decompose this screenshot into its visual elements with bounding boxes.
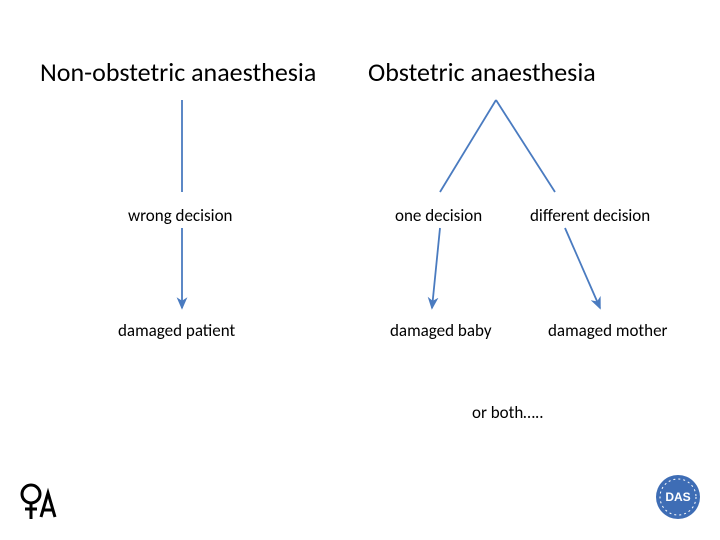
right-v-right	[496, 100, 555, 192]
right-lower-right-arrow	[565, 228, 600, 308]
right-bottom-right-label: damaged mother	[548, 320, 667, 341]
footnote: or both…..	[472, 402, 544, 423]
right-v-left	[440, 100, 496, 192]
right-lower-left-arrow	[432, 228, 440, 308]
left-heading: Non-obstetric anaesthesia	[40, 56, 316, 88]
right-heading: Obstetric anaesthesia	[368, 56, 596, 88]
left-bottom-label: damaged patient	[118, 320, 235, 341]
right-right-branch-label: different decision	[530, 205, 650, 226]
svg-text:DAS: DAS	[665, 490, 690, 504]
right-left-branch-label: one decision	[395, 205, 482, 226]
left-mid-label: wrong decision	[128, 205, 232, 226]
oa-logo	[18, 479, 60, 526]
oa-logo-icon	[18, 479, 60, 521]
das-logo: DAS	[654, 473, 702, 526]
right-bottom-left-label: damaged baby	[390, 320, 492, 341]
das-logo-icon: DAS	[654, 473, 702, 521]
